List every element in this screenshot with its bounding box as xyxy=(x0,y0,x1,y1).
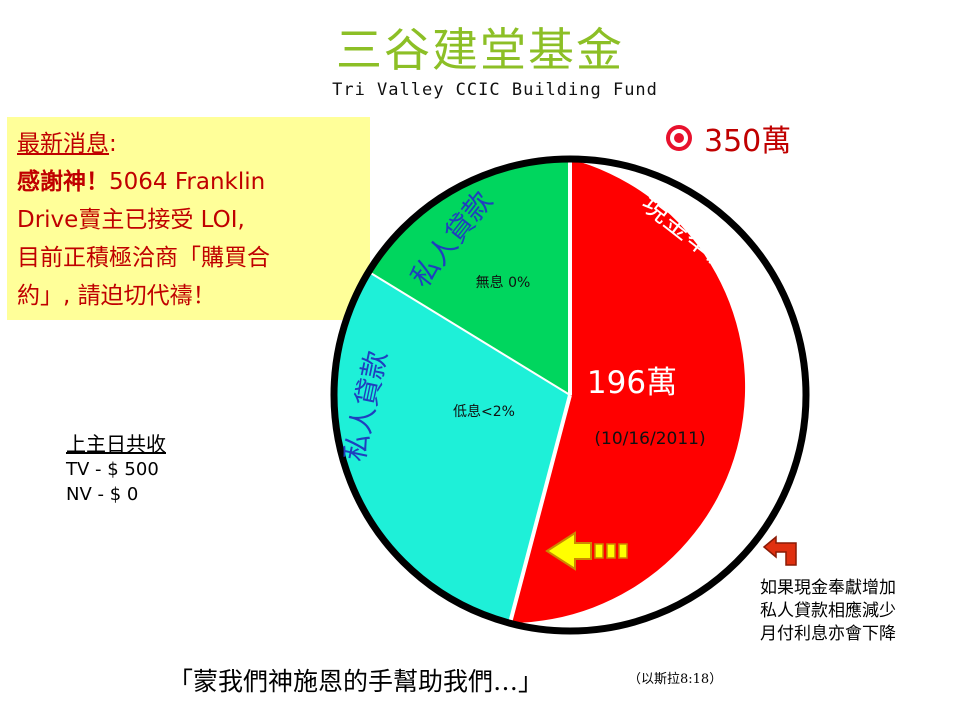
pie-rate-loan-low: 低息<2% xyxy=(453,403,515,420)
offering-heading: 上主日共收 xyxy=(66,432,166,456)
pie-divider xyxy=(368,271,571,396)
goal-badge: 350萬 xyxy=(664,116,791,160)
pie-rate-loan-zero: 無息 0% xyxy=(476,274,531,291)
news-line-1: 感謝神！5064 Franklin xyxy=(17,163,360,201)
offering-tv: TV - $ 500 xyxy=(66,459,159,480)
news-box: 最新消息: 感謝神！5064 Franklin Drive賣主已接受 LOI, … xyxy=(7,117,370,320)
offering-nv: NV - $ 0 xyxy=(66,484,139,505)
effect-note: 如果現金奉獻增加 私人貸款相應減少 月付利息亦會下降 xyxy=(760,577,896,646)
pie-slice-cash xyxy=(510,159,746,623)
news-heading-line: 最新消息: xyxy=(17,125,360,163)
news-line-3: 目前正積極洽商「購買合 xyxy=(17,245,270,271)
pie-outline xyxy=(330,155,810,635)
left-arrow-icon xyxy=(545,531,628,571)
pie-divider xyxy=(508,394,572,624)
offering-summary: 上主日共收 TV - $ 500 NV - $ 0 xyxy=(66,432,166,507)
pie-slice-loan-zero xyxy=(369,159,570,395)
news-thanks: 感謝神！ xyxy=(17,169,109,195)
news-line-4: 約」, 請迫切代禱！ xyxy=(17,283,216,309)
effect-note-line-3: 月付利息亦會下降 xyxy=(760,624,896,644)
effect-note-line-2: 私人貸款相應減少 xyxy=(760,601,896,621)
pie-date-cash: (10/16/2011) xyxy=(594,429,705,449)
page-title: 三谷建堂基金 xyxy=(336,23,624,77)
scripture-reference: （以斯拉8:18） xyxy=(628,672,723,687)
news-heading: 最新消息 xyxy=(17,131,109,157)
news-line-2: Drive賣主已接受 LOI, xyxy=(17,207,245,233)
turn-arrow-icon xyxy=(762,535,797,566)
fund-pie-chart: 現金奉獻 196萬 (10/16/2011) 私人貸款 無息 0% 私人貸款 低… xyxy=(330,155,810,635)
news-colon: : xyxy=(109,131,117,157)
target-icon xyxy=(666,125,692,151)
effect-note-line-1: 如果現金奉獻增加 xyxy=(760,578,896,598)
news-address: 5064 Franklin xyxy=(109,169,266,195)
scripture-quote: 「蒙我們神施恩的手幫助我們…」 xyxy=(168,667,544,696)
pie-amount-cash: 196萬 xyxy=(587,365,677,401)
goal-amount: 350萬 xyxy=(704,124,792,159)
page-subtitle: Tri Valley CCIC Building Fund xyxy=(332,80,658,100)
